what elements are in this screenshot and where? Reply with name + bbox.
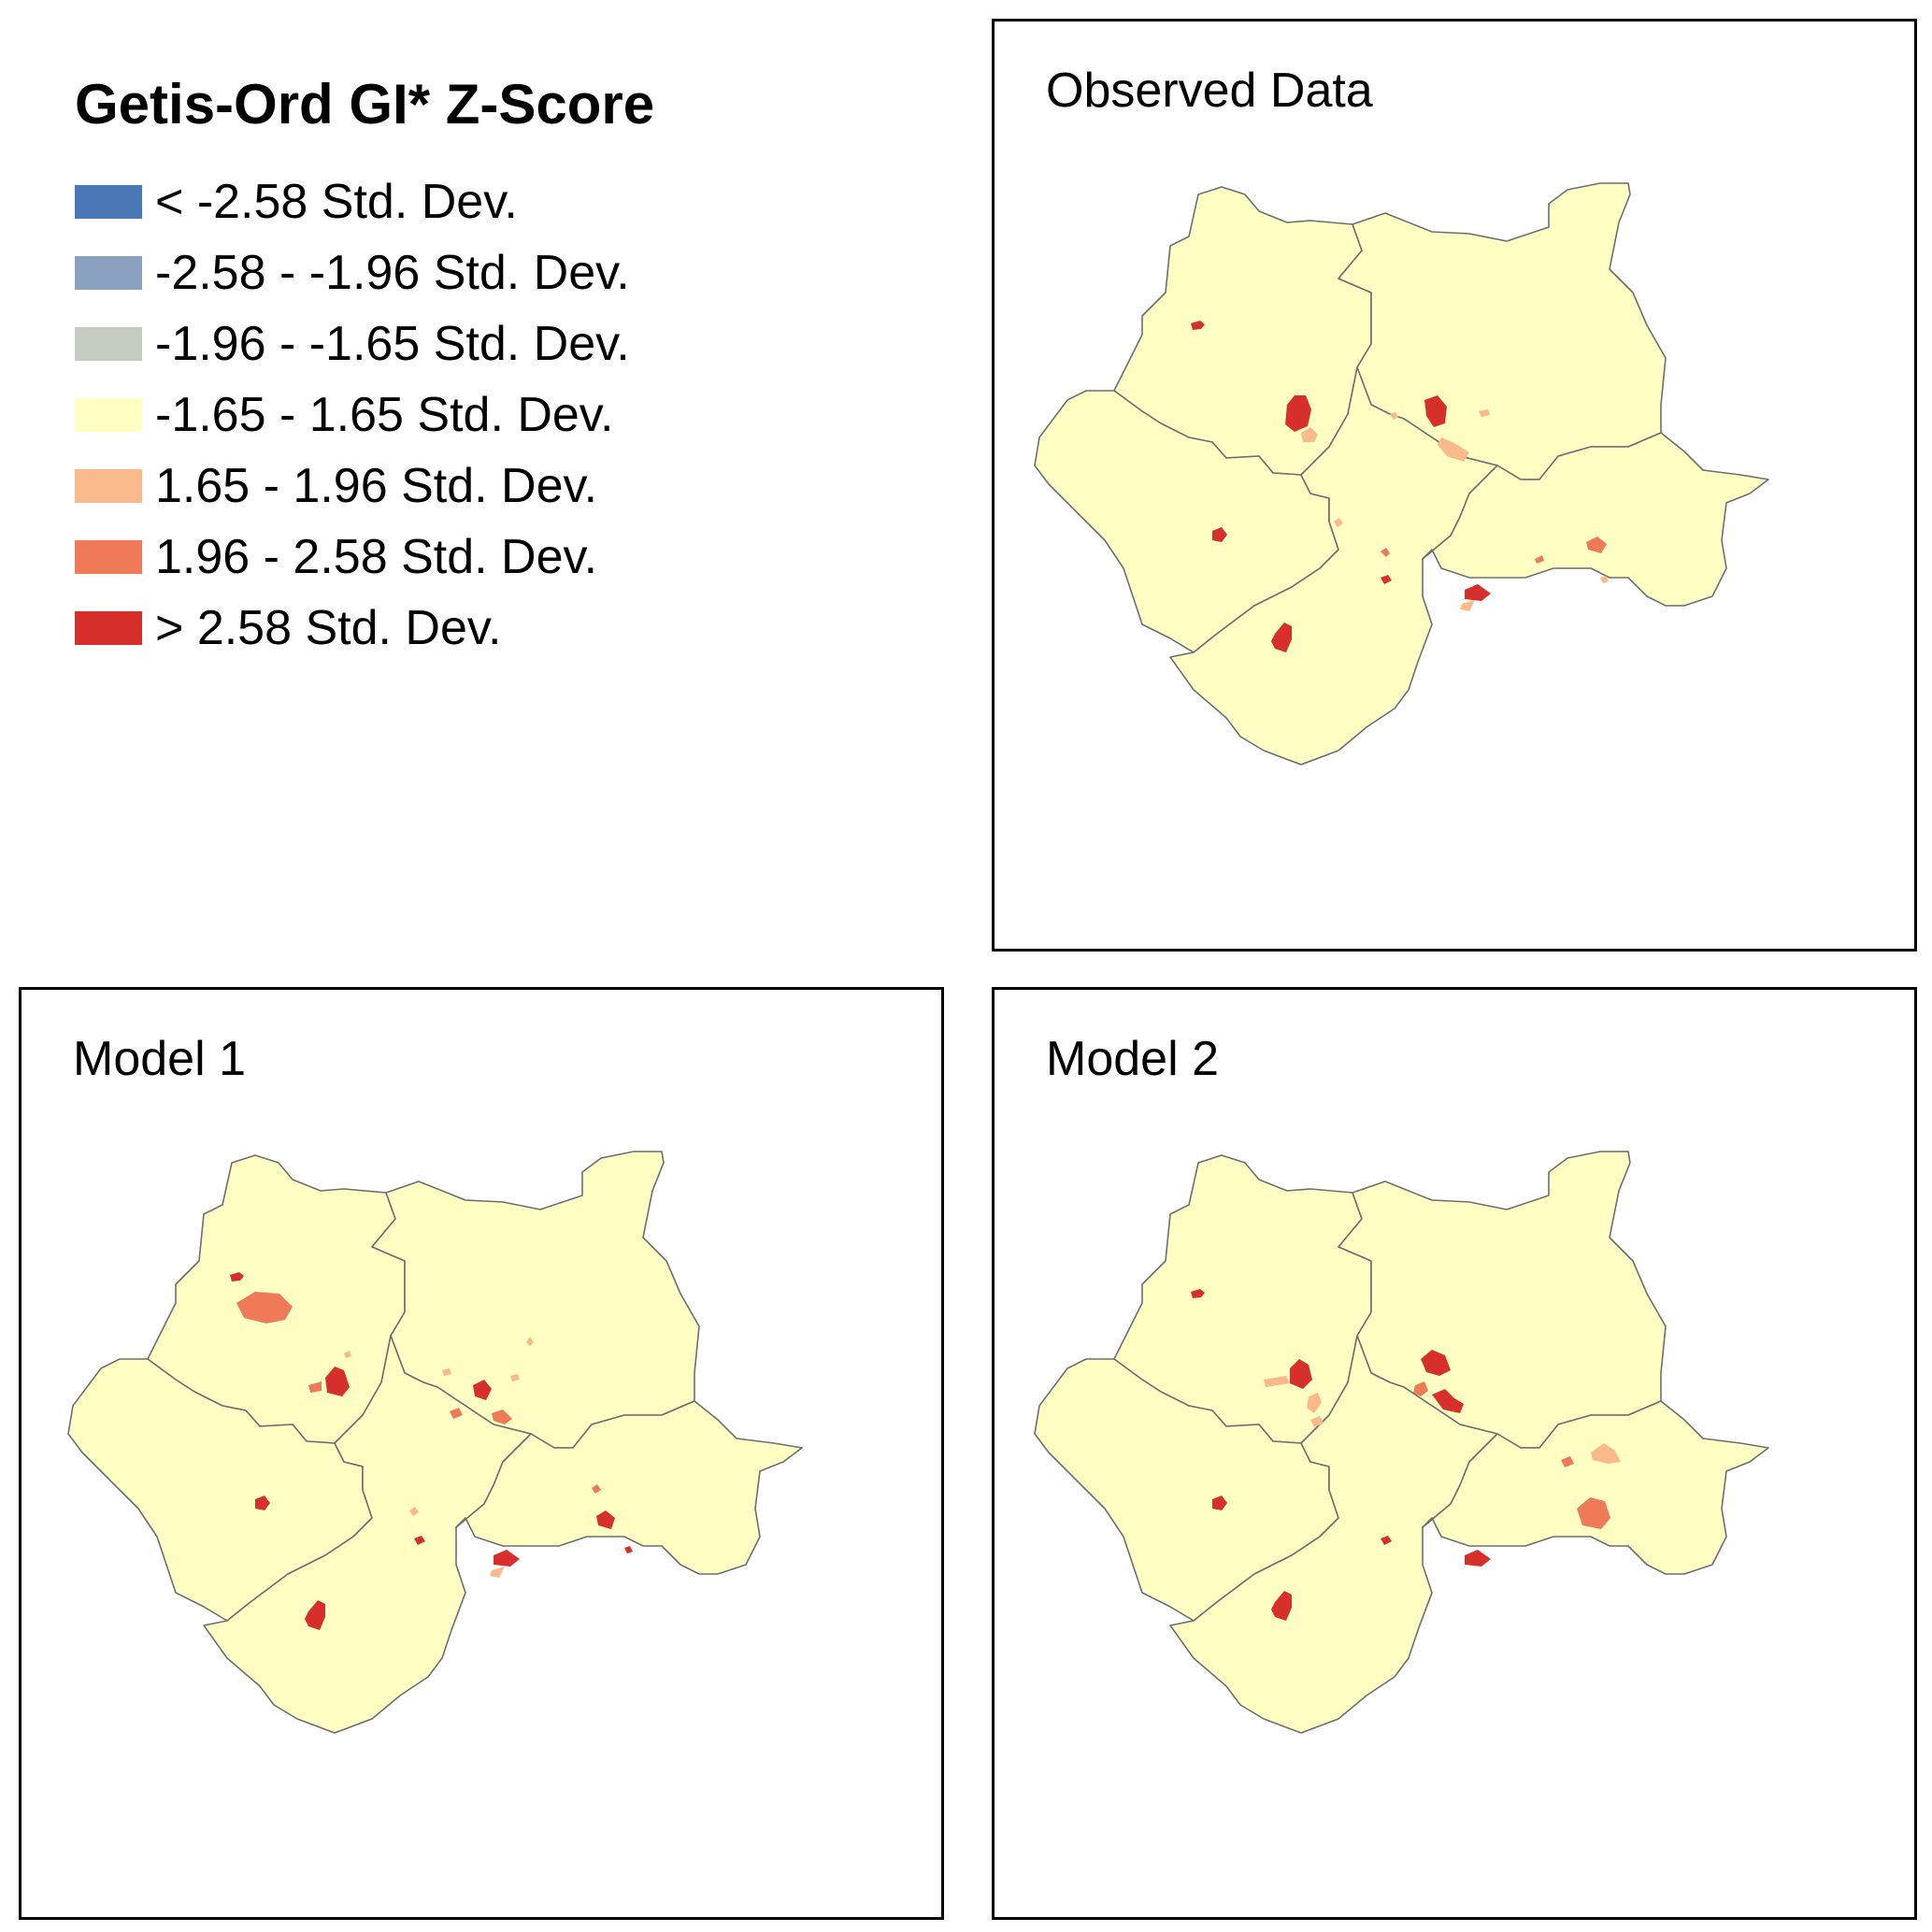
hotspot bbox=[442, 1368, 451, 1376]
legend-title: Getis-Ord GI* Z-Score bbox=[75, 73, 655, 136]
hotspot bbox=[473, 1380, 492, 1400]
hotspot-group bbox=[1191, 321, 1609, 652]
hotspot bbox=[1271, 623, 1292, 652]
hotspot bbox=[305, 1600, 325, 1630]
hotspot bbox=[308, 1381, 322, 1393]
hotspot bbox=[1535, 555, 1544, 564]
hotspot bbox=[1191, 321, 1205, 330]
map-model-2 bbox=[1034, 1151, 1769, 1734]
hotspot bbox=[526, 1337, 534, 1346]
hotspot bbox=[1421, 1350, 1451, 1376]
panel-title: Model 2 bbox=[1046, 1032, 1219, 1086]
panel-title: Model 1 bbox=[73, 1032, 246, 1086]
hotspot bbox=[325, 1367, 350, 1396]
hotspot bbox=[490, 1567, 505, 1578]
region-central bbox=[203, 1335, 532, 1734]
hotspot bbox=[592, 1484, 601, 1494]
legend-item: > 2.58 Std. Dev. bbox=[75, 593, 916, 664]
hotspot bbox=[1212, 1496, 1227, 1510]
hotspot bbox=[1285, 395, 1311, 432]
hotspot bbox=[510, 1374, 520, 1381]
hotspot bbox=[1432, 1389, 1464, 1413]
hotspot bbox=[1310, 1416, 1324, 1427]
hotspot bbox=[236, 1292, 293, 1324]
hotspot bbox=[1381, 548, 1390, 557]
hotspot bbox=[596, 1510, 615, 1529]
hotspot bbox=[1577, 1497, 1610, 1529]
hotspot bbox=[450, 1408, 463, 1419]
hotspot-group bbox=[230, 1272, 633, 1630]
region-group bbox=[67, 1151, 803, 1734]
legend-swatch bbox=[75, 256, 142, 290]
legend-item: -2.58 - -1.96 Std. Dev. bbox=[75, 237, 916, 308]
hotspot bbox=[1334, 518, 1343, 527]
hotspot bbox=[409, 1507, 419, 1516]
hotspot bbox=[255, 1496, 270, 1510]
legend-item: < -2.58 Std. Dev. bbox=[75, 166, 916, 237]
map-legend: Getis-Ord GI* Z-Score < -2.58 Std. Dev. … bbox=[75, 65, 916, 664]
hotspot bbox=[1465, 584, 1491, 601]
hotspot bbox=[230, 1272, 244, 1281]
legend-label: -1.65 - 1.65 Std. Dev. bbox=[155, 388, 614, 442]
hotspot bbox=[1301, 427, 1318, 442]
legend-item: 1.96 - 2.58 Std. Dev. bbox=[75, 522, 916, 593]
map-panel-observed: Observed Data bbox=[992, 19, 1917, 952]
hotspot bbox=[1438, 437, 1469, 462]
hotspot bbox=[1424, 395, 1447, 427]
legend-item: -1.65 - 1.65 Std. Dev. bbox=[75, 379, 916, 451]
hotspot bbox=[1264, 1376, 1290, 1387]
hotspot bbox=[494, 1550, 520, 1567]
hotspot bbox=[1600, 576, 1609, 583]
map-panel-model-1: Model 1 bbox=[19, 987, 944, 1920]
map-observed bbox=[1034, 182, 1769, 766]
legend-item: -1.96 - -1.65 Std. Dev. bbox=[75, 308, 916, 379]
hotspot bbox=[1212, 527, 1227, 542]
hotspot bbox=[1460, 600, 1475, 611]
hotspot bbox=[414, 1536, 425, 1545]
map-model-1 bbox=[67, 1151, 803, 1734]
legend-item: 1.65 - 1.96 Std. Dev. bbox=[75, 451, 916, 522]
legend-swatch bbox=[75, 611, 142, 645]
legend-label: -1.96 - -1.65 Std. Dev. bbox=[155, 317, 630, 371]
legend-label: > 2.58 Std. Dev. bbox=[155, 601, 502, 655]
hotspot bbox=[1191, 1289, 1205, 1298]
region-east bbox=[1422, 1400, 1769, 1575]
hotspot bbox=[1381, 575, 1392, 584]
legend-swatch bbox=[75, 398, 142, 432]
legend-label: 1.65 - 1.96 Std. Dev. bbox=[155, 459, 598, 513]
legend-swatch bbox=[75, 540, 142, 574]
hotspot bbox=[1271, 1591, 1292, 1621]
hotspot bbox=[1586, 537, 1607, 553]
hotspot bbox=[344, 1351, 351, 1358]
hotspot bbox=[1413, 1381, 1428, 1396]
legend-swatch bbox=[75, 185, 142, 219]
legend-label: -2.58 - -1.96 Std. Dev. bbox=[155, 246, 630, 300]
map-panel-model-2: Model 2 bbox=[992, 987, 1917, 1920]
hotspot-group bbox=[1191, 1289, 1621, 1621]
hotspot bbox=[1479, 409, 1490, 417]
hotspot bbox=[1307, 1393, 1322, 1413]
hotspot bbox=[1381, 1536, 1392, 1545]
region-group bbox=[1034, 182, 1769, 766]
region-east bbox=[455, 1400, 803, 1575]
hotspot bbox=[1390, 412, 1398, 420]
panel-title: Observed Data bbox=[1046, 64, 1373, 118]
region-group bbox=[1034, 1151, 1769, 1734]
legend-label: < -2.58 Std. Dev. bbox=[155, 175, 518, 229]
region-central bbox=[1169, 366, 1498, 766]
region-east bbox=[1422, 432, 1769, 607]
hotspot bbox=[1290, 1359, 1312, 1389]
region-central bbox=[1169, 1335, 1498, 1734]
legend-swatch bbox=[75, 469, 142, 503]
hotspot bbox=[1465, 1550, 1491, 1567]
hotspot bbox=[1591, 1443, 1621, 1464]
hotspot bbox=[492, 1410, 512, 1424]
hotspot bbox=[1561, 1456, 1574, 1467]
hotspot bbox=[624, 1546, 633, 1553]
legend-swatch bbox=[75, 327, 142, 361]
legend-label: 1.96 - 2.58 Std. Dev. bbox=[155, 530, 598, 584]
